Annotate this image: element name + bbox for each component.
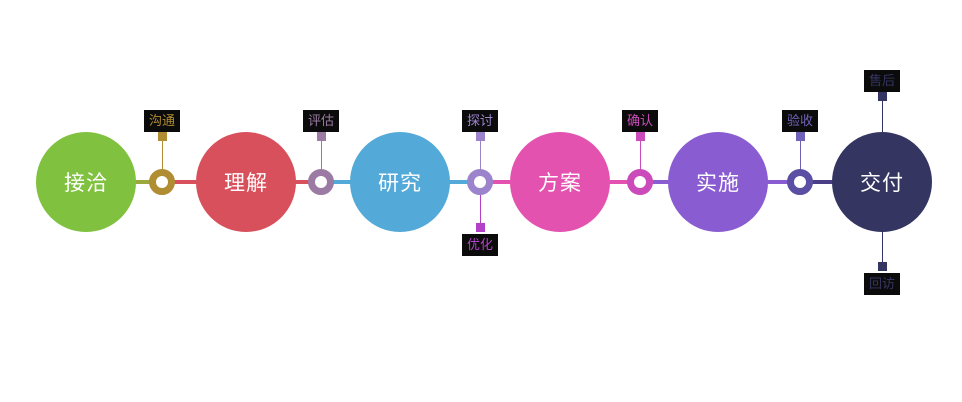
connector-ring-5[interactable]	[787, 169, 813, 195]
process-node-5[interactable]: 实施	[668, 132, 768, 232]
process-node-3[interactable]: 研究	[350, 132, 450, 232]
connector-segment-right-2	[332, 180, 354, 184]
connector-stub-top-1	[158, 132, 167, 141]
connector-tag-top-2[interactable]: 评估	[303, 110, 340, 132]
process-node-label: 实施	[696, 172, 740, 195]
connector-leader-bottom-3	[480, 195, 481, 223]
connector-tag-bottom-3[interactable]: 优化	[462, 234, 499, 256]
connector-segment-left-4	[606, 180, 629, 184]
connector-segment-left-3	[446, 180, 469, 184]
process-node-4[interactable]: 方案	[510, 132, 610, 232]
process-node-label: 交付	[860, 172, 904, 195]
connector-ring-4[interactable]	[627, 169, 653, 195]
connector-stub-top-2	[317, 132, 326, 141]
connector-tag-top-4[interactable]: 确认	[622, 110, 659, 132]
process-node-6[interactable]: 交付	[832, 132, 932, 232]
connector-ring-1[interactable]	[149, 169, 175, 195]
process-node-label: 接洽	[64, 172, 108, 195]
connector-segment-left-1	[132, 180, 151, 184]
connector-segment-left-2	[292, 180, 310, 184]
end-node-leader-top	[882, 100, 883, 132]
connector-segment-right-4	[651, 180, 672, 184]
connector-segment-right-5	[811, 180, 836, 184]
connector-leader-top-4	[640, 140, 641, 170]
end-node-stub-bottom	[878, 262, 887, 271]
end-node-tag-bottom[interactable]: 回访	[864, 273, 901, 295]
connector-leader-top-5	[800, 140, 801, 170]
connector-stub-top-4	[636, 132, 645, 141]
connector-tag-top-1[interactable]: 沟通	[144, 110, 181, 132]
connector-tag-top-5[interactable]: 验收	[782, 110, 819, 132]
connector-segment-left-5	[764, 180, 789, 184]
process-node-label: 理解	[224, 172, 268, 195]
connector-leader-top-3	[480, 140, 481, 170]
connector-leader-top-2	[321, 140, 322, 170]
connector-ring-3[interactable]	[467, 169, 493, 195]
process-node-label: 研究	[378, 172, 422, 195]
process-node-label: 方案	[538, 172, 582, 195]
connector-stub-bottom-3	[476, 223, 485, 232]
process-node-2[interactable]: 理解	[196, 132, 296, 232]
connector-segment-right-3	[491, 180, 514, 184]
connector-tag-top-3[interactable]: 探讨	[462, 110, 499, 132]
connector-segment-right-1	[173, 180, 200, 184]
end-node-leader-bottom	[882, 232, 883, 262]
connector-ring-2[interactable]	[308, 169, 334, 195]
process-node-1[interactable]: 接洽	[36, 132, 136, 232]
end-node-stub-top	[878, 92, 887, 101]
connector-leader-top-1	[162, 140, 163, 170]
end-node-tag-top[interactable]: 售后	[864, 70, 901, 92]
connector-stub-top-3	[476, 132, 485, 141]
connector-stub-top-5	[796, 132, 805, 141]
